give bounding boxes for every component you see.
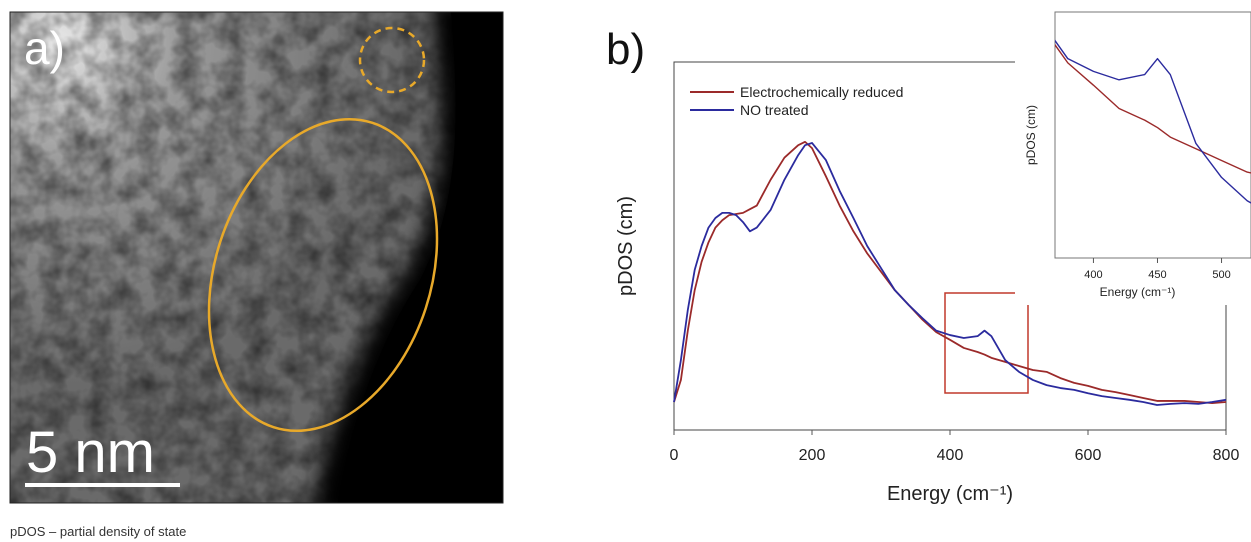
footnote: pDOS – partial density of state: [10, 524, 186, 539]
y-axis-label: pDOS (cm): [1024, 105, 1038, 165]
y-axis-label: pDOS (cm): [615, 196, 637, 296]
x-axis-label: Energy (cm⁻¹): [887, 483, 1013, 505]
x-tick-label: 400: [937, 447, 964, 464]
series-line: [673, 142, 1227, 406]
region-circle: [358, 26, 426, 94]
x-tick-label: 500: [1212, 269, 1230, 281]
panel-label: a): [24, 22, 65, 74]
x-tick-label: 200: [799, 447, 826, 464]
inset-background: [1015, 4, 1251, 305]
micrograph: [10, 12, 503, 503]
image-frame: [9, 11, 504, 504]
region-ellipse: [207, 117, 439, 433]
panel-label: b): [606, 25, 645, 74]
x-tick-label: 450: [1148, 269, 1166, 281]
legend-label: NO treated: [740, 102, 808, 118]
x-tick-label: 0: [670, 447, 679, 464]
x-tick-label: 400: [1084, 269, 1102, 281]
plot-lines: [673, 140, 1227, 406]
x-tick-label: 800: [1213, 447, 1240, 464]
scale-bar-label: 5 nm: [26, 420, 155, 485]
x-tick-label: 600: [1075, 447, 1102, 464]
legend-label: Electrochemically reduced: [740, 84, 903, 100]
zoom-box: [944, 292, 1029, 394]
x-axis-label: Energy (cm⁻¹): [1100, 285, 1176, 299]
plot-frame: [1054, 11, 1251, 259]
